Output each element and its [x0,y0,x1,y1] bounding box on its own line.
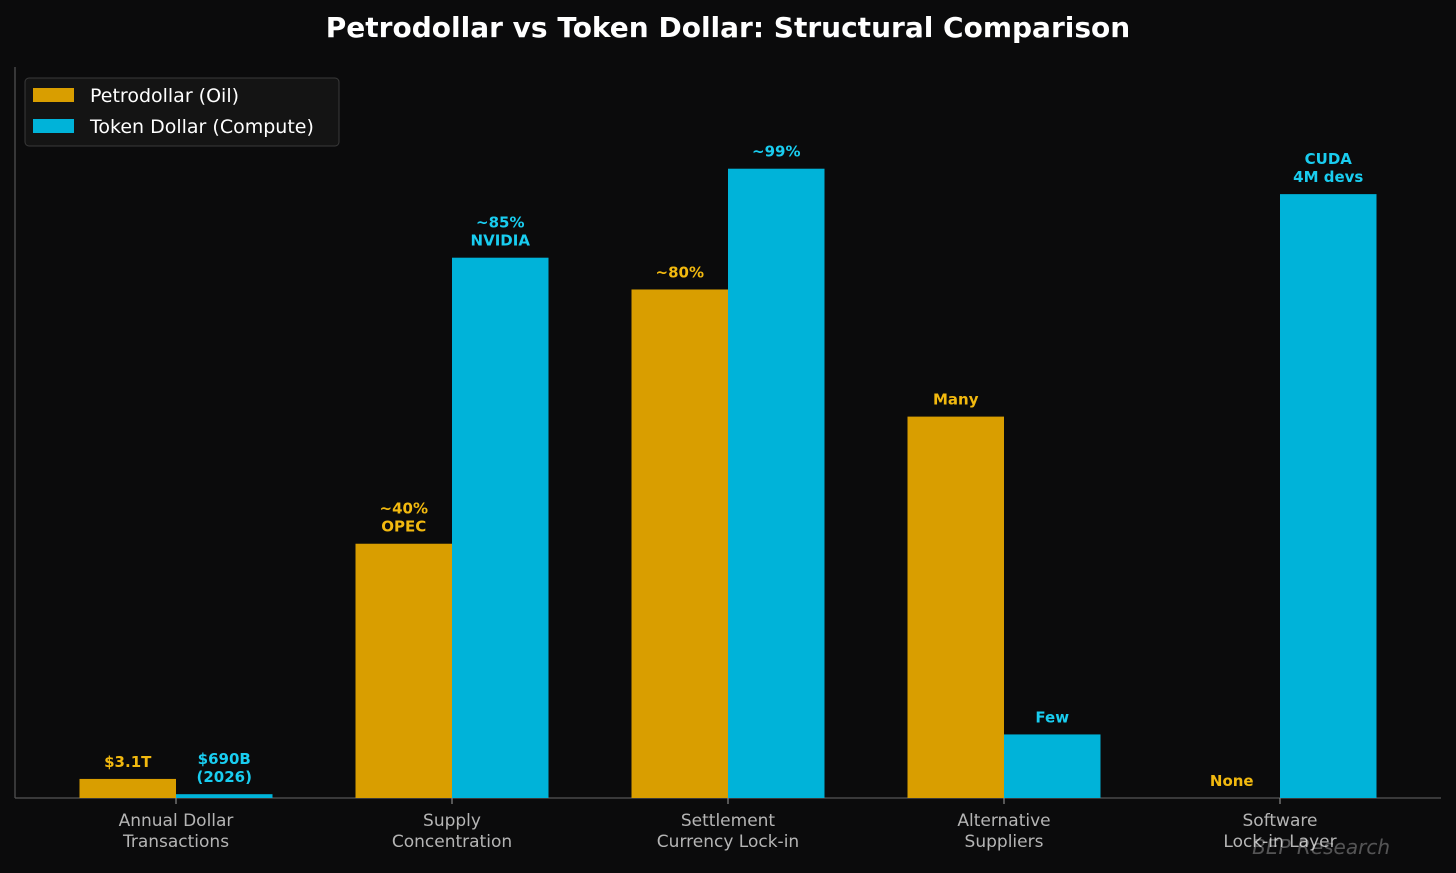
bar-label-petrodollar-2: ~80% [656,263,704,281]
bar-label-token-dollar-1: ~85% NVIDIA [471,214,531,250]
x-tick-label-1: Supply Concentration [392,811,512,852]
legend: Petrodollar (Oil) Token Dollar (Compute) [24,77,340,147]
bar-label-token-dollar-2: ~99% [752,143,800,161]
bar-token-dollar-2 [728,168,825,798]
bar-label-petrodollar-0: $3.1T [104,753,152,771]
bar-petrodollar-1 [355,543,452,798]
legend-label-token-dollar: Token Dollar (Compute) [89,116,314,138]
legend-swatch-token-dollar [33,119,74,133]
legend-box [24,77,340,147]
bar-label-petrodollar-4: None [1210,772,1254,790]
legend-swatch-petrodollar [33,88,74,102]
bar-petrodollar-0 [79,778,176,798]
bar-token-dollar-4 [1280,194,1377,798]
chart-title: Petrodollar vs Token Dollar: Structural … [326,11,1130,44]
bar-label-token-dollar-0: $690B (2026) [197,750,252,786]
x-tick-label-2: Settlement Currency Lock-in [657,811,799,852]
bar-token-dollar-0 [176,794,273,798]
bar-token-dollar-3 [1004,734,1101,798]
bar-label-petrodollar-1: ~40% OPEC [380,500,428,536]
bar-label-petrodollar-3: Many [933,391,979,409]
bars-group [79,168,1377,798]
x-tick-label-4: Software Lock-in Layer [1223,811,1336,852]
bar-petrodollar-2 [631,289,728,798]
x-tick-label-3: Alternative Suppliers [957,811,1050,852]
bar-token-dollar-1 [452,257,549,798]
legend-label-petrodollar: Petrodollar (Oil) [90,85,239,107]
bar-label-token-dollar-4: CUDA 4M devs [1293,150,1363,186]
x-tick-label-0: Annual Dollar Transactions [119,811,234,852]
bar-labels-group: $3.1T $690B (2026) ~40% OPEC ~85% NVIDIA ~80% ~9… [104,143,1363,790]
bar-petrodollar-3 [907,416,1004,798]
watermark-text: BEP Research [1252,835,1390,859]
bar-label-token-dollar-3: Few [1035,708,1069,726]
x-ticks-group: Annual Dollar Transactions Supply Concentra… [119,798,1337,852]
